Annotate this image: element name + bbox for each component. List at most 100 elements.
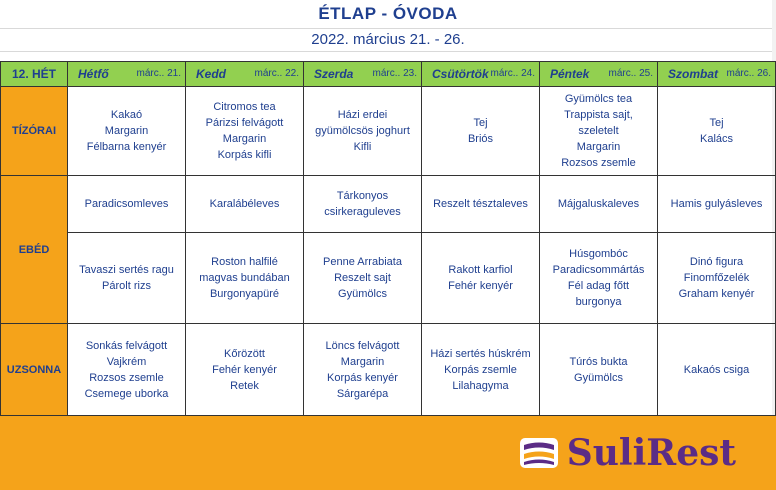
menu-item: Rozsos zsemle: [89, 371, 164, 384]
day-header: Csütörtök márc.. 24.: [421, 61, 540, 87]
menu-cell: Tavaszi sertés ragu Párolt rizs: [67, 232, 186, 324]
menu-item: Kalács: [699, 133, 734, 145]
sulirest-logo-icon: [519, 438, 558, 468]
menu-cell: Penne Arrabiata Reszelt sajt Gyümölcs: [303, 232, 422, 324]
header-row: 12. HÉT Hétfő márc.. 21. Kedd márc.. 22. S…: [0, 61, 776, 87]
menu-item: Kakaó: [110, 109, 143, 121]
day-date: márc.. 24.: [490, 68, 535, 79]
menu-cell: Túrós bukta Gyümölcs: [539, 323, 658, 416]
menu-item: Csemege uborka: [84, 387, 169, 400]
menu-item: Korpás kenyér: [327, 371, 398, 384]
day-header: Kedd márc.. 22.: [185, 61, 304, 87]
menu-cell: Karalábéleves: [185, 175, 304, 233]
menu-item: csirkeraguleves: [324, 206, 401, 218]
day-header: Hétfő márc.. 21.: [67, 61, 186, 87]
menu-item: Sárgarépa: [336, 387, 389, 400]
menu-item: Citromos tea: [213, 101, 276, 113]
menu-cell: Paradicsomleves: [67, 175, 186, 233]
menu-cell: Kőrözött Fehér kenyér Retek: [185, 323, 304, 416]
menu-item: Tej: [473, 117, 488, 129]
menu-item: Retek: [230, 379, 259, 392]
day-name: Hétfő: [78, 67, 109, 81]
meal-label-tizorai: TÍZÓRAI: [0, 86, 68, 176]
menu-item: Kőrözött: [224, 347, 265, 360]
menu-item: Paradicsommártás: [552, 264, 645, 276]
menu-cell: Reszelt tésztaleves: [421, 175, 540, 233]
menu-cell: Kakaós csiga: [657, 323, 776, 416]
meal-label-ebed: EBÉD: [0, 175, 68, 324]
menu-item: Házi sertés húskrém: [430, 347, 531, 360]
menu-item: magvas bundában: [199, 272, 290, 284]
menu-item: Lilahagyma: [452, 379, 509, 392]
menu-cell: Citromos tea Párizsi felvágott Margarin Kor…: [185, 86, 304, 176]
menu-item: Túrós bukta: [569, 355, 628, 368]
menu-cell: Májgaluskaleves: [539, 175, 658, 233]
menu-cell: Kakaó Margarin Félbarna kenyér: [67, 86, 186, 176]
day-date: márc.. 21.: [136, 68, 181, 79]
menu-item: Burgonyapüré: [209, 288, 280, 300]
menu-item: szeletelt: [578, 125, 619, 137]
menu-cell: Tárkonyos csirkeraguleves: [303, 175, 422, 233]
menu-item: Félbarna kenyér: [86, 141, 167, 153]
menu-cell: Löncs felvágott Margarin Korpás kenyér Sárg…: [303, 323, 422, 416]
divider: [0, 28, 776, 29]
day-header: Szombat márc.. 26.: [657, 61, 776, 87]
day-name: Kedd: [196, 67, 226, 81]
menu-item: Májgaluskaleves: [557, 198, 640, 210]
day-name: Szombat: [668, 67, 719, 81]
menu-item: Roston halfilé: [211, 256, 278, 268]
menu-item: Fél adag főtt: [567, 280, 630, 292]
row-ebed-leves: EBÉD Paradicsomleves Karalábéleves Tárko…: [0, 175, 776, 324]
menu-item: Hamis gulyásleves: [670, 198, 763, 210]
menu-item: Gyümölcs tea: [564, 93, 633, 105]
menu-item: Rozsos zsemle: [561, 157, 636, 169]
menu-table: 12. HÉT Hétfő márc.. 21. Kedd márc.. 22. S…: [0, 61, 776, 416]
menu-item: Fehér kenyér: [448, 280, 513, 292]
menu-item: Korpás kifli: [217, 149, 272, 161]
page-title: ÉTLAP - ÓVODA: [318, 4, 458, 23]
menu-item: Tavaszi sertés ragu: [79, 264, 174, 276]
menu-item: Párolt rizs: [102, 280, 151, 292]
divider: [0, 51, 776, 52]
menu-item: Házi erdei: [337, 109, 388, 121]
row-ebed-fo: Tavaszi sertés ragu Párolt rizs Roston ha…: [1, 232, 776, 324]
menu-item: burgonya: [575, 296, 622, 308]
menu-cell: Hamis gulyásleves: [657, 175, 776, 233]
day-name: Csütörtök: [432, 67, 489, 81]
day-date: márc.. 26.: [726, 68, 771, 79]
row-uzsonna: UZSONNA Sonkás felvágott Vajkrém Rozsos zs…: [0, 323, 776, 416]
day-name: Szerda: [314, 67, 354, 81]
menu-cell: Házi sertés húskrém Korpás zsemle Lilahagy…: [421, 323, 540, 416]
row-tizorai: TÍZÓRAI Kakaó Margarin Félbarna kenyér Cit…: [0, 86, 776, 176]
day-date: márc.. 22.: [254, 68, 299, 79]
day-date: márc.. 25.: [608, 68, 653, 79]
menu-item: Margarin: [104, 125, 149, 137]
day-header: Szerda márc.. 23.: [303, 61, 422, 87]
menu-item: Rakott karfiol: [448, 264, 513, 276]
sulirest-logo: SuliRest: [519, 430, 736, 476]
footer-banner: SuliRest: [0, 416, 776, 490]
menu-cell: Sonkás felvágott Vajkrém Rozsos zsemle Csem…: [67, 323, 186, 416]
menu-item: Fehér kenyér: [212, 363, 277, 376]
day-date: márc.. 23.: [372, 68, 417, 79]
menu-item: Kakaós csiga: [683, 363, 750, 376]
date-range: 2022. március 21. - 26.: [311, 31, 465, 48]
menu-item: gyümölcsös joghurt: [315, 125, 410, 137]
menu-cell: Tej Kalács: [657, 86, 776, 176]
menu-cell: Gyümölcs tea Trappista sajt, szeletelt Marg…: [539, 86, 658, 176]
menu-item: Karalábéleves: [209, 198, 280, 210]
menu-item: Gyümölcs: [574, 371, 623, 384]
menu-item: Graham kenyér: [678, 288, 755, 300]
menu-item: Sonkás felvágott: [85, 339, 168, 352]
menu-item: Húsgombóc: [569, 248, 628, 260]
menu-cell: Rakott karfiol Fehér kenyér: [421, 232, 540, 324]
menu-item: Tárkonyos: [336, 190, 389, 202]
menu-item: Margarin: [222, 133, 267, 145]
menu-item: Finomfőzelék: [683, 272, 750, 284]
menu-cell: Roston halfilé magvas bundában Burgonyapür…: [185, 232, 304, 324]
menu-item: Gyümölcs: [338, 288, 387, 300]
menu-item: Reszelt sajt: [334, 272, 391, 284]
menu-item: Vajkrém: [106, 355, 147, 368]
menu-item: Kifli: [353, 141, 372, 153]
day-name: Péntek: [550, 67, 590, 81]
